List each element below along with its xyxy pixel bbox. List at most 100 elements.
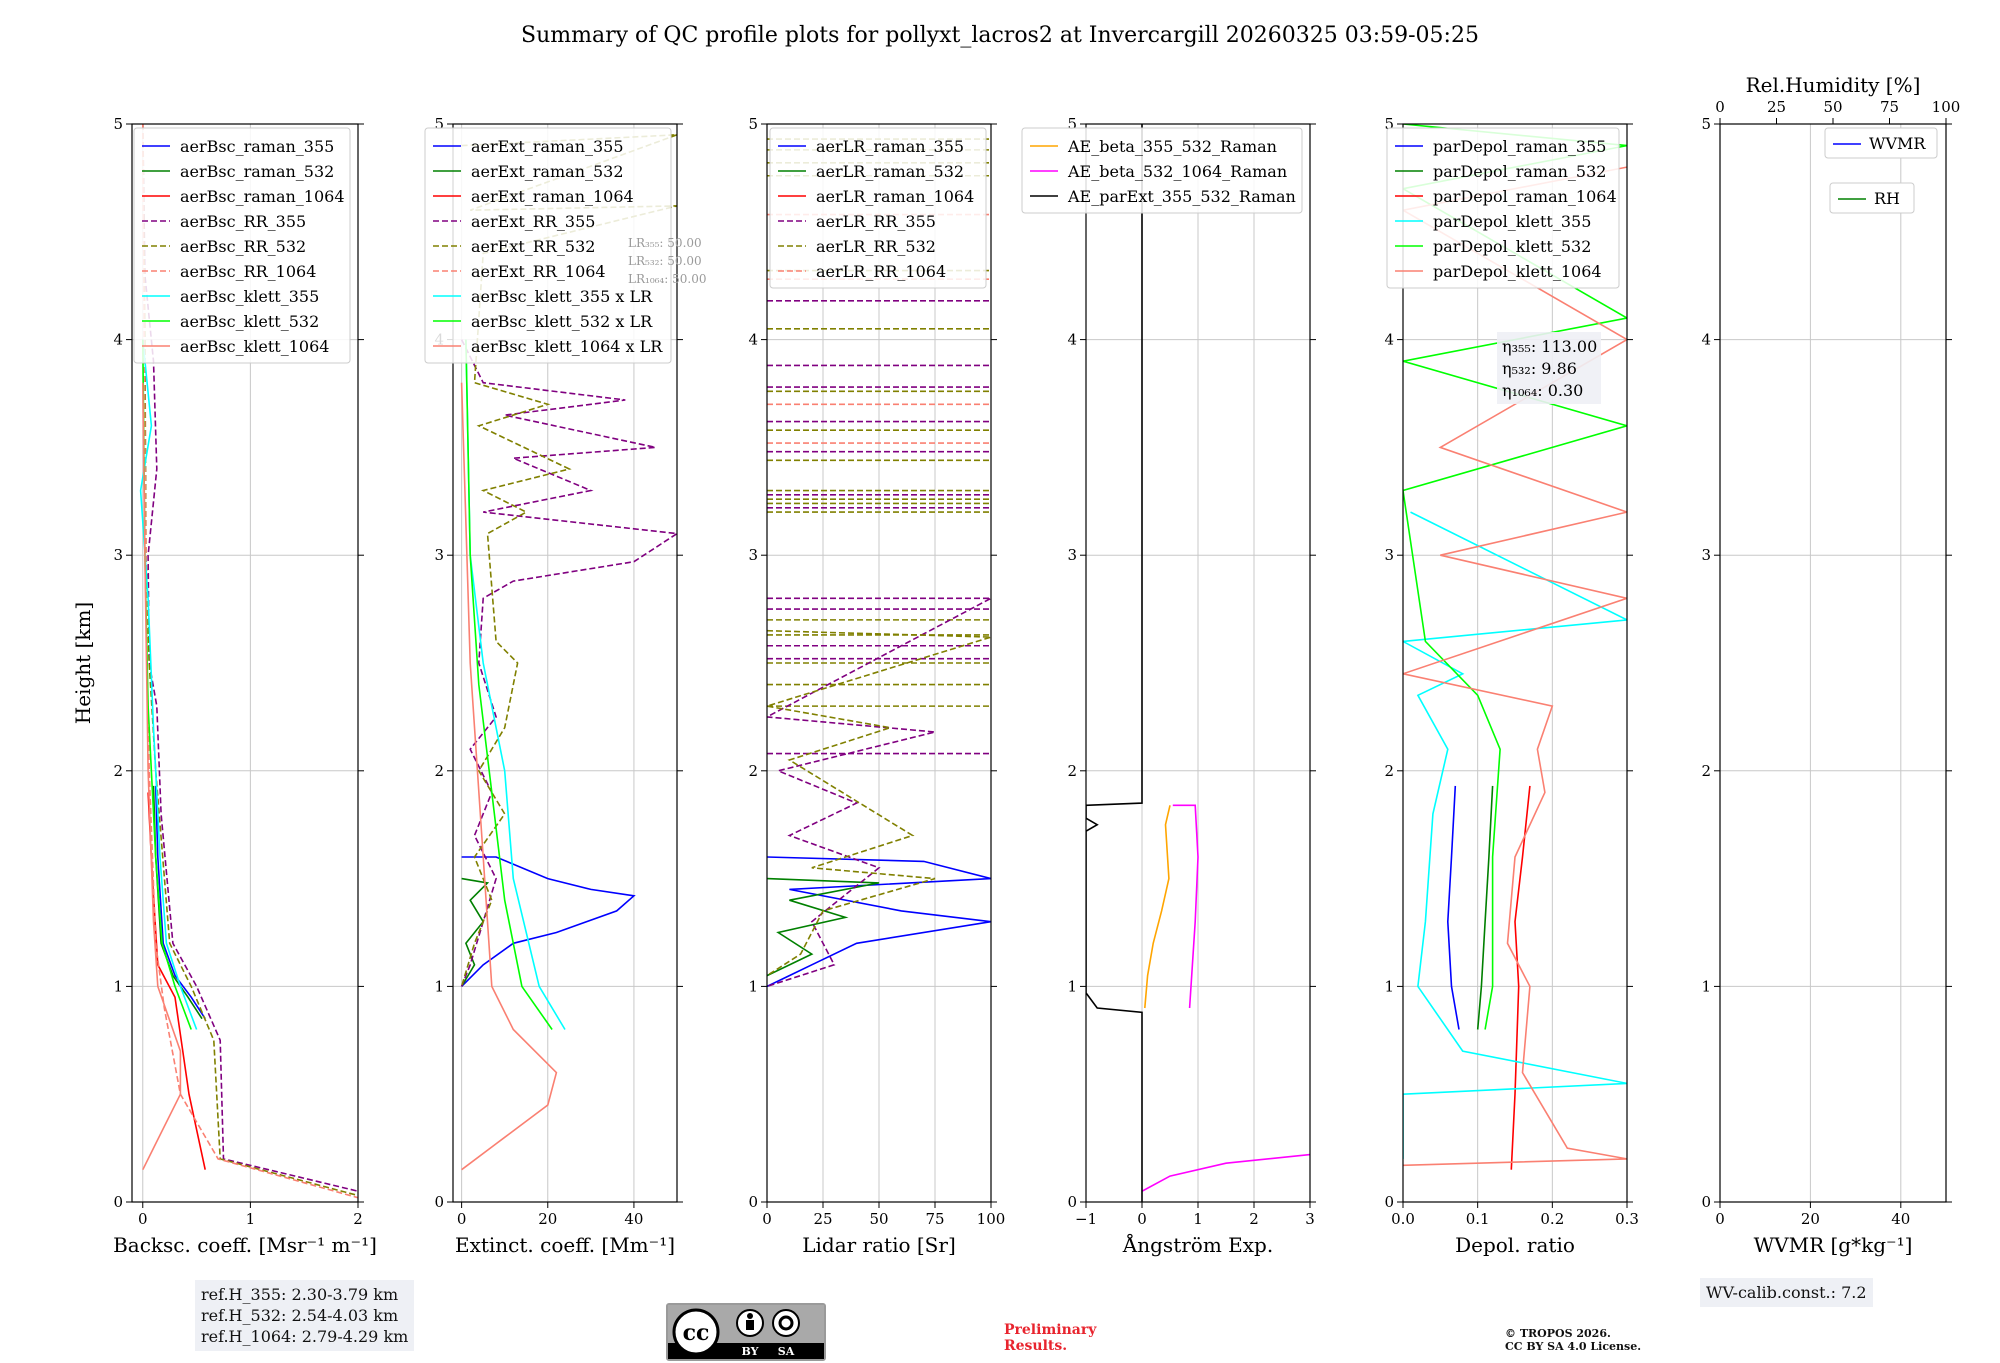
- x-tick-label: 0.2: [1540, 1210, 1564, 1228]
- legend-label: RH: [1874, 189, 1900, 208]
- legend: WVMR RH: [1824, 127, 1938, 214]
- lr-label: LR₁₀₆₄: 50.00: [628, 272, 706, 286]
- y-tick-label: 3: [1701, 546, 1711, 564]
- legend-label: aerBsc_klett_532 x LR: [471, 312, 653, 331]
- x-axis-label: WVMR [g*kg⁻¹]: [1754, 1233, 1913, 1257]
- y-tick-label: 3: [748, 546, 758, 564]
- series-pardepol-raman-1064: [1510, 785, 1531, 1170]
- plot-area: [1086, 124, 1310, 1202]
- x-tick-label: 0: [762, 1210, 772, 1228]
- y-tick-label: 0: [748, 1193, 758, 1211]
- legend-label: aerExt_RR_532: [471, 237, 595, 256]
- y-tick-label: 3: [434, 546, 444, 564]
- y-tick-label: 5: [1701, 115, 1711, 133]
- wv-calibration-box: WV-calib.const.: 7.2: [1700, 1278, 1873, 1307]
- y-tick-label: 3: [1067, 546, 1077, 564]
- y-tick-label: 0: [434, 1193, 444, 1211]
- panel-5: 0.0 0.1 0.2 0.3 0 1 2 3 4 5 Depol. ratio parDepol_r…: [1384, 115, 1638, 1257]
- series-aerext-raman-355: [461, 856, 636, 987]
- series-aerlr-rr-532: [767, 629, 991, 977]
- lr-label: LR₃₅₅: 50.00: [628, 236, 702, 250]
- legend-label: aerLR_RR_355: [816, 212, 936, 231]
- legend-frame: [769, 127, 987, 289]
- x2-tick-label: 100: [1932, 98, 1961, 116]
- y-tick-label: 1: [748, 977, 758, 995]
- legend-label: aerExt_raman_532: [471, 162, 624, 181]
- x-tick-label: 20: [538, 1210, 557, 1228]
- series-pardepol-klett-532: [1403, 124, 1627, 1030]
- ref-height-1064: ref.H_1064: 2.79-4.29 km: [201, 1327, 409, 1346]
- x-axis-label: Extinct. coeff. [Mm⁻¹]: [455, 1233, 675, 1257]
- legend-box: WVMR: [1824, 127, 1938, 159]
- legend-label: WVMR: [1869, 134, 1926, 153]
- preliminary-line-1: Preliminary: [1004, 1322, 1097, 1338]
- x-tick-label: 100: [977, 1210, 1006, 1228]
- x-tick-label: 2: [353, 1210, 363, 1228]
- series-pardepol-raman-355: [1446, 785, 1460, 1030]
- y-tick-label: 5: [434, 115, 444, 133]
- legend-frame: [133, 127, 351, 364]
- panel-2: 02040012345Extinct. coeff. [Mm⁻¹]aerExt_…: [424, 115, 706, 1257]
- legend: aerExt_raman_355 aerExt_raman_532 aerExt_r…: [424, 127, 672, 364]
- legend-label: aerLR_RR_532: [816, 237, 936, 256]
- y-tick-label: 4: [1067, 331, 1077, 349]
- preliminary-note: Preliminary Results.: [1004, 1322, 1096, 1354]
- cc-logo: cc BY SA: [668, 1305, 824, 1359]
- panel-6: 0 20 40 0 1 2 3 4 5 WVMR [g*kg⁻¹] 0 25 50 75 100 Rel.Hu…: [1701, 73, 1960, 1257]
- legend-label: aerBsc_klett_1064 x LR: [471, 337, 663, 356]
- legend-label: aerBsc_raman_355: [180, 137, 334, 156]
- y-tick-label: 5: [748, 115, 758, 133]
- x-tick-label: 0.0: [1391, 1210, 1415, 1228]
- series-aerext-rr-355: [460, 339, 677, 987]
- series-pardepol-klett-355: [1403, 511, 1627, 1159]
- series-aerext-rr-532: [460, 134, 677, 987]
- x-tick-label: 40: [1891, 1210, 1910, 1228]
- x-tick-label: 1: [1193, 1210, 1203, 1228]
- y-tick-label: 1: [113, 977, 123, 995]
- y-tick-label: 2: [113, 762, 123, 780]
- eta-label: η₅₃₂: 9.86: [1502, 359, 1577, 378]
- x-tick-label: 1: [246, 1210, 256, 1228]
- x-axis-label: Backsc. coeff. [Msr⁻¹ m⁻¹]: [113, 1233, 377, 1257]
- x-axis-label: Depol. ratio: [1455, 1233, 1575, 1257]
- sa-icon: [772, 1309, 800, 1337]
- x2-tick-label: 0: [1715, 98, 1725, 116]
- eta-label: η₃₅₅: 113.00: [1502, 337, 1597, 356]
- x-tick-label: 0: [1137, 1210, 1147, 1228]
- series-ae-parext-355-532-raman: [1086, 124, 1143, 1202]
- legend-label: AE_beta_532_1064_Raman: [1067, 162, 1287, 181]
- y-tick-label: 2: [748, 762, 758, 780]
- y-tick-label: 3: [113, 546, 123, 564]
- y-tick-label: 0: [1067, 1193, 1077, 1211]
- y-tick-label: 5: [113, 115, 123, 133]
- legend-frame: [1829, 182, 1915, 214]
- legend-label: aerBsc_klett_532: [180, 312, 319, 331]
- series-pardepol-klett-1064: [1403, 166, 1627, 1167]
- series-aerbsc-raman-355: [154, 785, 206, 1020]
- legend: aerBsc_raman_355 aerBsc_raman_532 aerBsc_r…: [133, 127, 351, 364]
- legend-label: aerLR_raman_1064: [816, 187, 974, 206]
- x-tick-label: 40: [624, 1210, 643, 1228]
- legend-label: aerLR_raman_532: [816, 162, 964, 181]
- legend-label: parDepol_raman_532: [1433, 162, 1606, 181]
- x-tick-label: 3: [1305, 1210, 1315, 1228]
- y-tick-label: 0: [113, 1193, 123, 1211]
- y-tick-label: 0: [1701, 1193, 1711, 1211]
- cc-icon: [672, 1308, 720, 1356]
- x2-tick-label: 50: [1823, 98, 1842, 116]
- series-ae-beta-532-1064-raman: [1172, 804, 1199, 1009]
- y-tick-label: 1: [1067, 977, 1077, 995]
- legend-label: aerBsc_RR_532: [180, 237, 306, 256]
- legend-label: parDepol_raman_1064: [1433, 187, 1617, 206]
- x-tick-label: 25: [813, 1210, 832, 1228]
- legend: AE_beta_355_532_Raman AE_beta_532_1064_Ra…: [1021, 127, 1303, 214]
- lr-label: LR₅₃₂: 50.00: [628, 254, 702, 268]
- eta-box: [1497, 332, 1601, 404]
- wv-calib-const: WV-calib.const.: 7.2: [1706, 1283, 1867, 1302]
- legend-label: aerBsc_klett_1064: [180, 337, 329, 356]
- y-axis-label: Height [km]: [71, 602, 95, 724]
- x2-axis-label: Rel.Humidity [%]: [1746, 73, 1921, 97]
- axes-frame: [452, 123, 678, 1203]
- reference-height-box: ref.H_355: 2.30-3.79 km ref.H_532: 2.54-…: [195, 1280, 415, 1351]
